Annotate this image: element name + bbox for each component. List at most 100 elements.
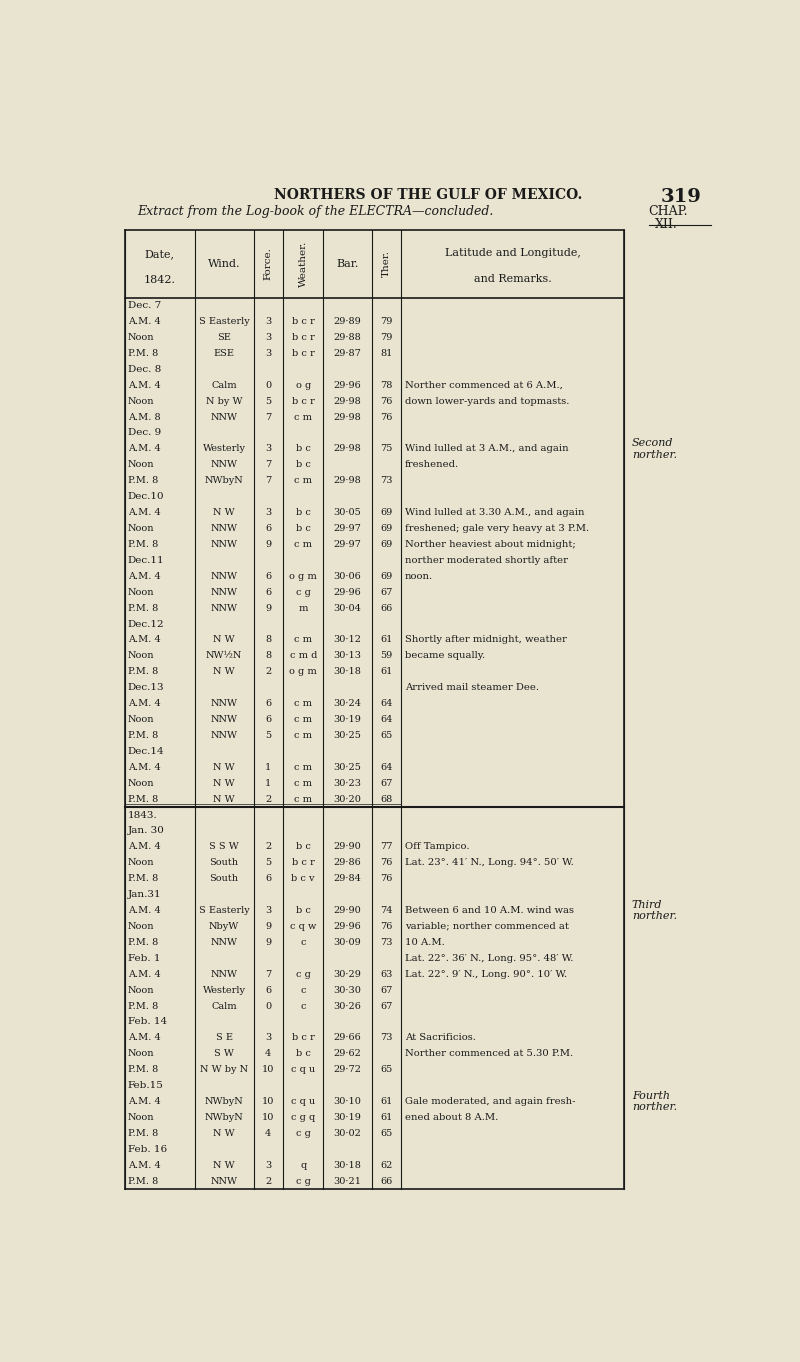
Text: 0: 0 xyxy=(266,381,271,390)
Text: Noon: Noon xyxy=(128,858,154,868)
Text: 29·98: 29·98 xyxy=(334,444,362,454)
Text: c q w: c q w xyxy=(290,922,317,932)
Text: 30·21: 30·21 xyxy=(334,1177,362,1186)
Text: 66: 66 xyxy=(380,603,393,613)
Text: 3: 3 xyxy=(266,444,271,454)
Text: 7: 7 xyxy=(266,970,271,979)
Text: c: c xyxy=(301,1001,306,1011)
Text: 4: 4 xyxy=(266,1049,271,1058)
Text: 29·62: 29·62 xyxy=(334,1049,362,1058)
Text: 76: 76 xyxy=(380,922,393,932)
Text: ESE: ESE xyxy=(214,349,234,358)
Text: b c: b c xyxy=(296,906,310,915)
Text: 30·24: 30·24 xyxy=(334,699,362,708)
Text: norther moderated shortly after: norther moderated shortly after xyxy=(405,556,568,565)
Text: c m: c m xyxy=(294,715,312,725)
Text: 29·90: 29·90 xyxy=(334,842,362,851)
Text: Feb. 14: Feb. 14 xyxy=(128,1017,167,1027)
Text: Lat. 22°. 36′ N., Long. 95°. 48′ W.: Lat. 22°. 36′ N., Long. 95°. 48′ W. xyxy=(405,953,574,963)
Text: 3: 3 xyxy=(266,332,271,342)
Text: 7: 7 xyxy=(266,413,271,422)
Text: c m: c m xyxy=(294,699,312,708)
Text: P.M. 8: P.M. 8 xyxy=(128,1001,158,1011)
Text: Jan.31: Jan.31 xyxy=(128,891,162,899)
Text: 2: 2 xyxy=(266,842,271,851)
Text: 29·98: 29·98 xyxy=(334,413,362,422)
Text: S E: S E xyxy=(215,1034,233,1042)
Text: 8: 8 xyxy=(266,636,271,644)
Text: 81: 81 xyxy=(380,349,393,358)
Text: Norther commenced at 5.30 P.M.: Norther commenced at 5.30 P.M. xyxy=(405,1049,573,1058)
Text: b c: b c xyxy=(296,460,310,470)
Text: Noon: Noon xyxy=(128,922,154,932)
Text: Dec.13: Dec.13 xyxy=(128,684,165,692)
Text: 75: 75 xyxy=(380,444,393,454)
Text: A.M. 4: A.M. 4 xyxy=(128,906,161,915)
Text: Dec. 7: Dec. 7 xyxy=(128,301,161,311)
Text: N W: N W xyxy=(214,794,235,804)
Text: 29·90: 29·90 xyxy=(334,906,362,915)
Text: 3: 3 xyxy=(266,317,271,326)
Text: 9: 9 xyxy=(266,938,271,947)
Text: Lat. 22°. 9′ N., Long. 90°. 10′ W.: Lat. 22°. 9′ N., Long. 90°. 10′ W. xyxy=(405,970,567,979)
Text: 59: 59 xyxy=(380,651,393,661)
Text: 29·84: 29·84 xyxy=(334,874,362,883)
Text: 30·19: 30·19 xyxy=(334,1113,362,1122)
Text: 9: 9 xyxy=(266,922,271,932)
Text: 64: 64 xyxy=(380,763,393,772)
Text: NW½N: NW½N xyxy=(206,651,242,661)
Text: Calm: Calm xyxy=(211,381,237,390)
Text: Feb. 16: Feb. 16 xyxy=(128,1145,167,1154)
Text: c q u: c q u xyxy=(291,1065,315,1075)
Text: 29·86: 29·86 xyxy=(334,858,362,868)
Text: 6: 6 xyxy=(266,986,271,994)
Text: 69: 69 xyxy=(380,572,393,580)
Text: NNW: NNW xyxy=(210,938,238,947)
Text: NNW: NNW xyxy=(210,413,238,422)
Text: South: South xyxy=(210,858,238,868)
Text: Noon: Noon xyxy=(128,779,154,787)
Text: P.M. 8: P.M. 8 xyxy=(128,349,158,358)
Text: 29·89: 29·89 xyxy=(334,317,362,326)
Text: Ther.: Ther. xyxy=(382,251,391,276)
Text: Noon: Noon xyxy=(128,524,154,533)
Text: 67: 67 xyxy=(380,986,393,994)
Text: Westerly: Westerly xyxy=(202,986,246,994)
Text: 64: 64 xyxy=(380,699,393,708)
Text: c m: c m xyxy=(294,794,312,804)
Text: 64: 64 xyxy=(380,715,393,725)
Text: NNW: NNW xyxy=(210,970,238,979)
Text: 0: 0 xyxy=(266,1001,271,1011)
Text: S W: S W xyxy=(214,1049,234,1058)
Text: P.M. 8: P.M. 8 xyxy=(128,603,158,613)
Text: 77: 77 xyxy=(380,842,393,851)
Text: variable; norther commenced at: variable; norther commenced at xyxy=(405,922,569,932)
Text: 7: 7 xyxy=(266,460,271,470)
Text: 65: 65 xyxy=(380,1129,393,1137)
Text: Calm: Calm xyxy=(211,1001,237,1011)
Text: 6: 6 xyxy=(266,587,271,597)
Text: 10: 10 xyxy=(262,1113,274,1122)
Text: 1843.: 1843. xyxy=(128,810,158,820)
Text: NNW: NNW xyxy=(210,587,238,597)
Text: 1842.: 1842. xyxy=(144,275,176,286)
Text: P.M. 8: P.M. 8 xyxy=(128,794,158,804)
Text: 3: 3 xyxy=(266,1034,271,1042)
Text: Dec.12: Dec.12 xyxy=(128,620,165,628)
Text: Feb. 1: Feb. 1 xyxy=(128,953,160,963)
Text: ened about 8 A.M.: ened about 8 A.M. xyxy=(405,1113,498,1122)
Text: Wind lulled at 3.30 A.M., and again: Wind lulled at 3.30 A.M., and again xyxy=(405,508,585,518)
Text: 9: 9 xyxy=(266,603,271,613)
Text: Date,: Date, xyxy=(145,249,174,259)
Text: b c r: b c r xyxy=(292,349,314,358)
Text: P.M. 8: P.M. 8 xyxy=(128,1177,158,1186)
Text: N W by N: N W by N xyxy=(200,1065,248,1075)
Text: 29·87: 29·87 xyxy=(334,349,362,358)
Text: 69: 69 xyxy=(380,539,393,549)
Text: 69: 69 xyxy=(380,524,393,533)
Text: SE: SE xyxy=(217,332,231,342)
Text: 5: 5 xyxy=(266,858,271,868)
Text: Noon: Noon xyxy=(128,460,154,470)
Text: 6: 6 xyxy=(266,715,271,725)
Text: Gale moderated, and again fresh-: Gale moderated, and again fresh- xyxy=(405,1096,575,1106)
